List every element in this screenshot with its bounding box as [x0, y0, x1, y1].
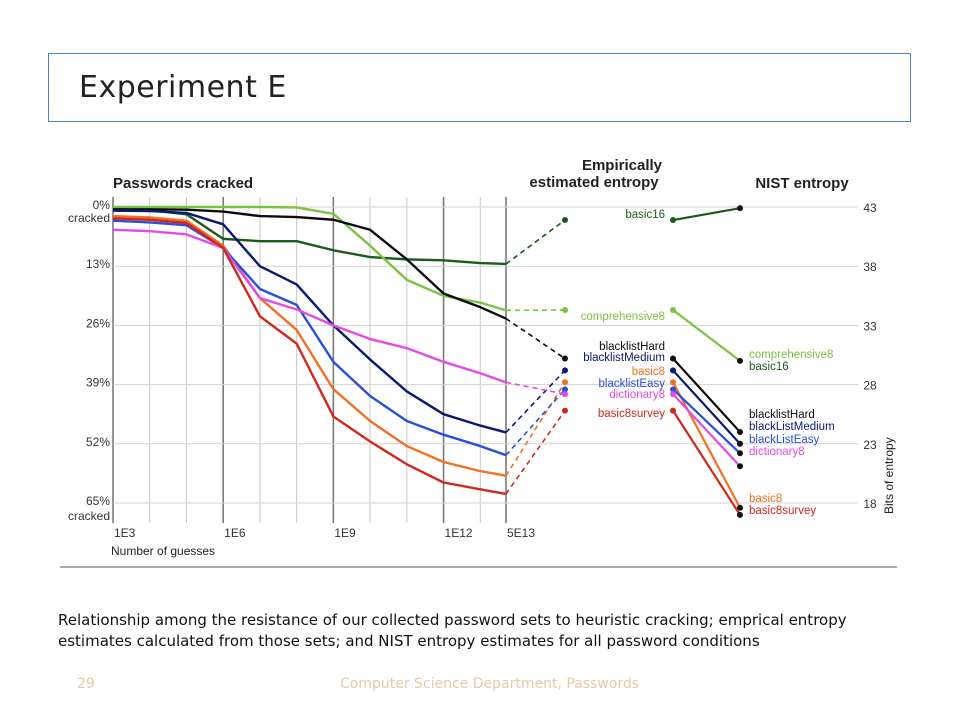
title-box: Experiment E: [48, 53, 911, 122]
x-tick-label: 5E13: [507, 526, 535, 540]
empirical-label-blacklistHard: blacklistHard: [599, 341, 665, 353]
x-tick-label: 1E12: [445, 526, 473, 540]
nist-label-basic8: basic8: [749, 493, 782, 505]
nist-line-basic16: [672, 207, 741, 222]
empirical-label-basic8: basic8: [632, 366, 665, 378]
nist-end-point-basic8survey: [737, 511, 743, 518]
x-tick-label: 1E6: [224, 526, 246, 540]
nist-label-basic16: basic16: [749, 361, 789, 373]
y-tick-label-left: 39%: [86, 376, 110, 390]
x-tick-label: 1E3: [114, 526, 136, 540]
nist-label-blacklistMedium: blackListMedium: [749, 421, 835, 433]
series-connector-dictionary8: [505, 381, 566, 395]
nist-end-point-comprehensive8: [737, 357, 743, 364]
empirical-label-comprehensive8: comprehensive8: [581, 311, 665, 323]
nist-label-comprehensive8: comprehensive8: [749, 349, 833, 361]
y-tick-label-left: 26%: [86, 316, 110, 330]
y-tick-label-right: 43: [863, 201, 877, 215]
x-axis-label: Number of guesses: [111, 544, 215, 558]
nist-label-basic8survey: basic8survey: [749, 505, 816, 517]
y-tick-label-right: 38: [863, 260, 877, 274]
slide-title: Experiment E: [79, 70, 287, 105]
empirical-point-basic8: [562, 379, 568, 386]
nist-end-point-blacklistMedium: [737, 440, 743, 447]
nist-start-point-blacklistMedium: [670, 367, 676, 374]
y-tick-label-right: 28: [863, 379, 877, 393]
y-tick-extra-label: cracked: [68, 211, 110, 225]
series-line-blacklistEasy: [112, 219, 507, 457]
empirical-point-basic8survey: [562, 407, 568, 414]
x-tick-label: 1E9: [334, 526, 356, 540]
nist-line-comprehensive8: [672, 309, 741, 362]
nist-start-point-basic16: [670, 217, 676, 224]
chart-series-labels: basic16comprehensive8blacklistHardblackl…: [581, 209, 835, 517]
nist-line-blacklistHard: [672, 357, 741, 433]
series-connector-blacklistEasy: [505, 388, 566, 456]
chart-series: [112, 205, 743, 518]
empirical-point-comprehensive8: [562, 307, 568, 314]
chart-panel-titles: Passwords cracked Empirically estimated …: [111, 157, 896, 558]
y-tick-extra-label: cracked: [68, 509, 110, 523]
nist-start-point-dictionary8: [670, 391, 676, 398]
nist-start-point-basic8survey: [670, 407, 676, 414]
empirical-point-blacklistMedium: [562, 367, 568, 374]
series-connector-basic16: [505, 219, 566, 265]
nist-label-blacklistHard: blacklistHard: [749, 409, 815, 421]
slide-caption: Relationship among the resistance of our…: [58, 611, 847, 650]
nist-line-blacklistMedium: [672, 369, 741, 445]
series-line-blacklistHard: [113, 208, 507, 320]
nist-label-blacklistEasy: blackListEasy: [749, 434, 820, 446]
empirical-point-blacklistEasy: [562, 386, 568, 393]
series-connector-basic8survey: [505, 410, 566, 495]
y-tick-label-left: 13%: [86, 257, 110, 271]
empirical-point-blacklistHard: [562, 355, 568, 362]
y-tick-label-right: 23: [863, 438, 877, 452]
nist-start-point-blacklistEasy: [670, 386, 676, 393]
y-tick-label-left: 52%: [86, 435, 110, 449]
series-line-blacklistMedium: [112, 209, 507, 434]
nist-end-point-blacklistEasy: [737, 450, 743, 457]
series-connector-basic8: [505, 381, 566, 477]
panel-title-empirical-1: Empirically: [582, 157, 663, 174]
y-tick-label-left: 0%: [93, 198, 111, 212]
y-tick-label-right: 18: [863, 497, 877, 511]
nist-end-point-blacklistHard: [737, 428, 743, 435]
y-tick-label-right: 33: [863, 319, 877, 333]
empirical-point-basic16: [562, 217, 568, 224]
panel-title-nist: NIST entropy: [755, 175, 849, 192]
empirical-label-basic8survey: basic8survey: [598, 408, 665, 420]
nist-line-dictionary8: [672, 393, 741, 468]
nist-line-basic8: [672, 381, 741, 509]
nist-end-point-basic16: [737, 205, 743, 212]
nist-start-point-basic8: [670, 379, 676, 386]
empirical-label-blacklistMedium: blacklistMedium: [583, 352, 665, 364]
nist-end-point-basic8: [737, 504, 743, 511]
nist-line-blacklistEasy: [672, 388, 741, 455]
series-connector-blacklistMedium: [505, 369, 566, 433]
empirical-label-blacklistEasy: blacklistEasy: [599, 378, 666, 390]
series-line-basic8survey: [112, 217, 507, 496]
series-line-dictionary8: [112, 228, 507, 384]
empirical-point-dictionary8: [562, 391, 568, 398]
series-line-basic8: [112, 214, 507, 477]
series-connector-blacklistHard: [505, 317, 566, 360]
footer-text: Computer Science Department, Passwords: [340, 676, 640, 692]
nist-start-point-comprehensive8: [670, 307, 676, 314]
empirical-label-dictionary8: dictionary8: [609, 389, 665, 401]
nist-line-basic8survey: [672, 410, 741, 516]
page-number: 29: [77, 676, 95, 692]
y-axis-right-label: Bits of entropy: [882, 437, 896, 514]
empirical-label-basic16: basic16: [625, 209, 665, 221]
nist-label-dictionary8: dictionary8: [749, 446, 805, 458]
panel-title-cracked: Passwords cracked: [113, 175, 253, 192]
nist-end-point-dictionary8: [737, 463, 743, 470]
nist-start-point-blacklistHard: [670, 355, 676, 362]
y-tick-label-left: 65%: [86, 494, 110, 508]
panel-title-empirical-2: estimated entropy: [529, 174, 659, 191]
